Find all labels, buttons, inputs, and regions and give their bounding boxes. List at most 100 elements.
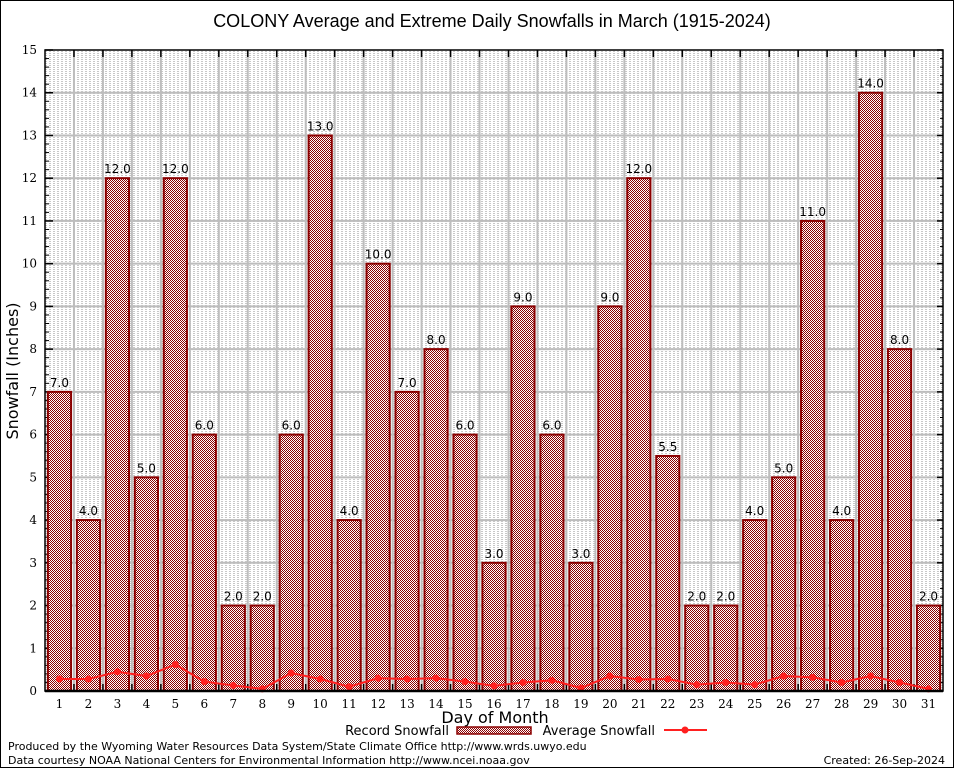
bar-record-day-6 [191, 433, 217, 692]
average-point-day-26 [780, 672, 788, 680]
average-point-day-28 [838, 678, 846, 686]
bar-record-day-29 [857, 91, 884, 692]
y-tick-label: 1 [29, 641, 37, 655]
y-tick-label: 10 [22, 257, 37, 271]
x-tick-label: 21 [631, 697, 646, 711]
bar-record-day-25 [742, 519, 768, 692]
average-point-day-18 [548, 676, 556, 684]
average-point-day-9 [287, 669, 295, 677]
bar-record-day-28 [829, 519, 855, 692]
bar-record-day-21 [626, 177, 652, 692]
bar-record-day-15 [452, 433, 478, 692]
x-tick-label: 10 [313, 697, 328, 711]
x-tick-label: 2 [85, 697, 93, 711]
credit-line-2: Data courtesy NOAA National Centers for … [8, 754, 530, 767]
average-point-day-29 [867, 672, 875, 680]
average-point-day-20 [606, 672, 614, 680]
bar-value-label: 2.0 [919, 590, 938, 604]
x-tick-label: 18 [544, 697, 559, 711]
bar-value-label: 12.0 [162, 162, 189, 176]
x-tick-label: 26 [776, 697, 791, 711]
y-tick-label: 2 [29, 599, 37, 613]
bar-record-day-4 [133, 476, 159, 693]
y-tick-label: 14 [22, 86, 38, 100]
bar-record-day-24 [713, 604, 739, 692]
x-tick-label: 9 [287, 697, 295, 711]
bar-record-day-5 [162, 177, 188, 692]
x-tick-label: 31 [921, 697, 936, 711]
bar-value-label: 14.0 [857, 77, 884, 91]
bar-value-label: 12.0 [104, 162, 131, 176]
y-tick-label: 15 [22, 43, 37, 57]
average-point-day-27 [809, 673, 817, 681]
chart-title: COLONY Average and Extreme Daily Snowfal… [213, 11, 771, 31]
average-point-day-7 [229, 681, 237, 689]
x-tick-label: 24 [718, 697, 734, 711]
x-tick-label: 13 [399, 697, 414, 711]
bar-value-label: 5.0 [137, 461, 156, 475]
average-point-day-16 [490, 682, 498, 690]
x-tick-label: 25 [747, 697, 762, 711]
bar-value-label: 5.0 [774, 461, 793, 475]
x-axis-label: Day of Month [441, 708, 548, 727]
bar-value-label: 13.0 [307, 119, 334, 133]
bar-value-label: 6.0 [542, 419, 561, 433]
plot-area: 01234567891011121314157.04.012.05.012.06… [22, 43, 944, 711]
bar-value-label: 9.0 [513, 290, 532, 304]
average-point-day-6 [200, 678, 208, 686]
bar-value-label: 5.5 [658, 440, 677, 454]
bar-value-label: 2.0 [253, 590, 272, 604]
average-point-day-12 [374, 674, 382, 682]
bar-record-day-2 [75, 519, 102, 692]
x-tick-label: 28 [834, 697, 849, 711]
x-tick-label: 22 [660, 697, 675, 711]
bar-value-label: 9.0 [600, 290, 619, 304]
bar-record-day-30 [886, 348, 913, 692]
average-point-day-17 [519, 678, 527, 686]
average-point-day-24 [722, 678, 730, 686]
x-tick-label: 20 [602, 697, 617, 711]
bar-value-label: 12.0 [625, 162, 652, 176]
x-tick-label: 5 [172, 697, 180, 711]
average-point-day-5 [171, 661, 179, 669]
y-tick-label: 7 [29, 385, 37, 399]
y-tick-label: 11 [22, 214, 37, 228]
y-tick-label: 0 [29, 684, 37, 698]
bar-value-label: 3.0 [571, 547, 590, 561]
bar-record-day-19 [568, 561, 594, 692]
average-point-day-25 [751, 681, 759, 689]
x-tick-label: 14 [428, 697, 444, 711]
x-tick-label: 1 [56, 697, 64, 711]
bar-record-day-3 [104, 177, 131, 692]
bar-value-label: 11.0 [799, 205, 826, 219]
bar-value-label: 6.0 [195, 419, 214, 433]
x-tick-label: 30 [892, 697, 907, 711]
average-point-day-4 [142, 672, 150, 680]
bar-record-day-11 [336, 519, 362, 692]
average-point-day-1 [55, 675, 63, 683]
bar-record-day-13 [394, 390, 420, 692]
x-tick-label: 11 [342, 697, 357, 711]
bar-record-day-23 [684, 604, 710, 692]
y-tick-label: 4 [29, 513, 37, 527]
bar-value-label: 2.0 [687, 590, 706, 604]
y-tick-label: 6 [29, 428, 37, 442]
y-tick-label: 13 [22, 128, 37, 142]
x-tick-label: 8 [258, 697, 266, 711]
bar-record-day-27 [800, 219, 826, 693]
bar-value-label: 4.0 [832, 504, 851, 518]
legend-record-swatch [456, 726, 532, 735]
bar-value-label: 4.0 [340, 504, 359, 518]
y-tick-label: 3 [29, 556, 37, 570]
x-tick-label: 3 [114, 697, 122, 711]
bar-value-label: 6.0 [282, 419, 301, 433]
average-point-day-14 [432, 674, 440, 682]
bar-record-day-7 [220, 604, 246, 692]
average-point-day-11 [345, 683, 353, 691]
legend: Record Snowfall Average Snowfall [345, 724, 707, 739]
legend-average-label: Average Snowfall [543, 724, 655, 739]
x-tick-label: 7 [229, 697, 237, 711]
average-point-day-10 [316, 675, 324, 683]
x-tick-label: 17 [515, 697, 530, 711]
